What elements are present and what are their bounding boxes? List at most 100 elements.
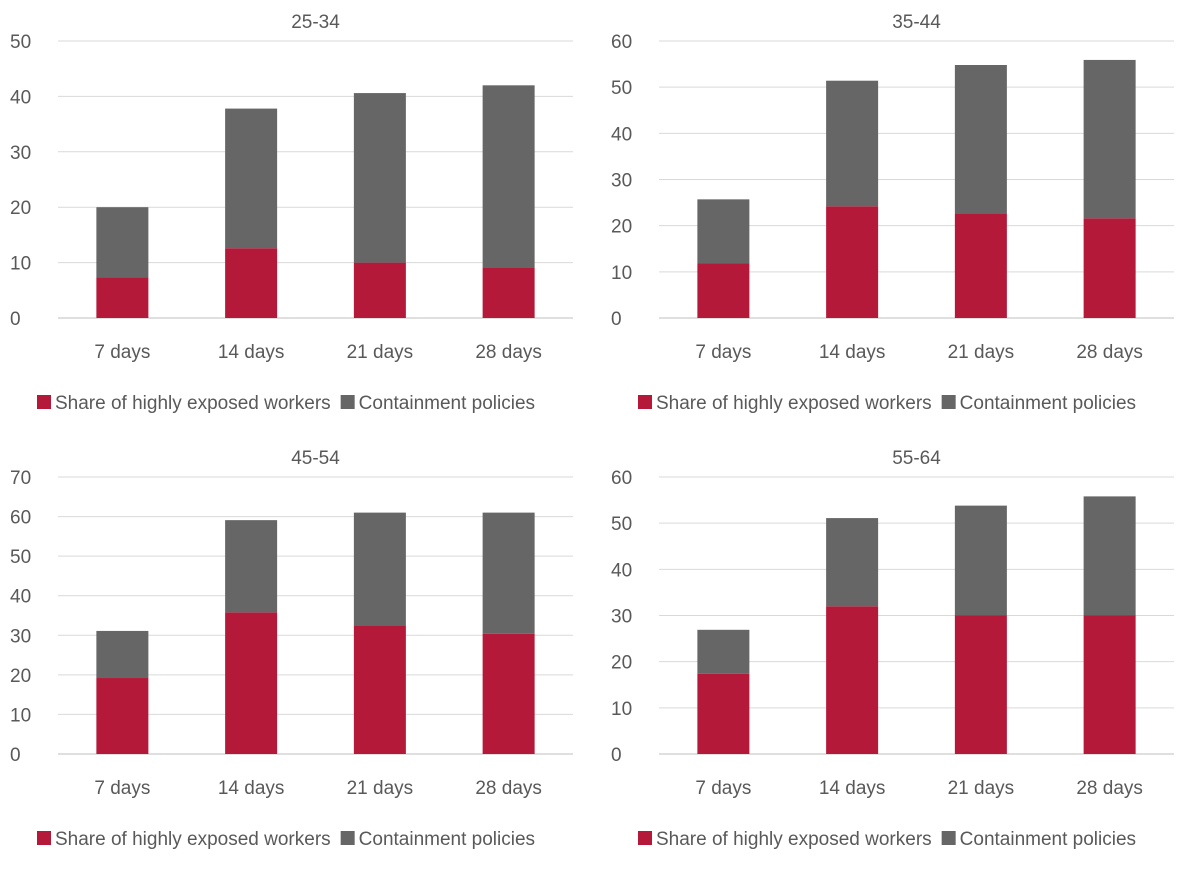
stacked-bar-chart: 35-44 0 10 20 30 40 50 60 7 days 14 days 21 days 28… bbox=[611, 12, 1174, 414]
legend-swatch bbox=[340, 395, 355, 409]
x-category-label: 14 days bbox=[218, 342, 285, 363]
x-category-label: 7 days bbox=[695, 778, 751, 799]
y-tick-label: 0 bbox=[611, 745, 622, 766]
bar-segment-exposed bbox=[482, 633, 535, 754]
y-tick-label: 40 bbox=[10, 587, 31, 608]
y-tick-label: 30 bbox=[611, 171, 632, 192]
bar-segment-containment bbox=[826, 80, 879, 207]
y-tick-label: 60 bbox=[10, 508, 31, 529]
y-tick-label: 20 bbox=[10, 666, 31, 687]
bar-segment-exposed bbox=[697, 673, 750, 754]
x-category-label: 28 days bbox=[1076, 342, 1143, 363]
bar-segment-containment bbox=[826, 518, 879, 607]
legend-swatch bbox=[941, 395, 956, 409]
x-category-label: 28 days bbox=[475, 342, 542, 363]
bar-segment-containment bbox=[225, 520, 278, 613]
stacked-bar-chart: 25-34 0 10 20 30 40 50 7 days 14 days 21 days 28 d… bbox=[10, 12, 573, 414]
chart-panel-2: 35-44 0 10 20 30 40 50 60 7 days 14 days 21 days 28… bbox=[601, 0, 1202, 435]
y-tick-label: 10 bbox=[10, 705, 31, 726]
y-tick-label: 50 bbox=[10, 32, 31, 53]
chart-panel-3: 45-54 0 10 20 30 40 50 60 70 7 days 14 days 21 days… bbox=[0, 436, 601, 871]
y-tick-label: 40 bbox=[10, 87, 31, 108]
x-category-label: 7 days bbox=[94, 342, 150, 363]
legend-label: Containment policies bbox=[960, 829, 1136, 850]
bar-segment-exposed bbox=[1083, 615, 1136, 754]
legend-swatch bbox=[638, 831, 652, 845]
y-tick-label: 50 bbox=[10, 547, 31, 568]
x-category-label: 28 days bbox=[1076, 778, 1143, 799]
y-tick-label: 20 bbox=[611, 653, 632, 674]
bar-segment-containment bbox=[1083, 496, 1136, 616]
legend-label: Share of highly exposed workers bbox=[656, 829, 932, 850]
y-tick-label: 60 bbox=[611, 32, 632, 53]
chart-panel-1: 25-34 0 10 20 30 40 50 7 days 14 days 21 days 28 d… bbox=[0, 0, 601, 435]
x-category-label: 21 days bbox=[347, 778, 414, 799]
legend-label: Containment policies bbox=[960, 393, 1136, 414]
x-category-label: 7 days bbox=[695, 342, 751, 363]
y-tick-label: 10 bbox=[611, 699, 632, 720]
x-category-label: 21 days bbox=[948, 778, 1015, 799]
y-tick-label: 30 bbox=[10, 143, 31, 164]
y-tick-label: 0 bbox=[10, 309, 21, 330]
bar-segment-exposed bbox=[697, 263, 750, 318]
chart-title: 55-64 bbox=[892, 448, 941, 469]
legend: Share of highly exposed workers Containme… bbox=[37, 393, 535, 414]
x-category-label: 14 days bbox=[218, 778, 285, 799]
bar-segment-exposed bbox=[826, 206, 879, 318]
bar-segment-containment bbox=[225, 108, 278, 249]
x-category-label: 7 days bbox=[94, 778, 150, 799]
bar-segment-exposed bbox=[96, 277, 149, 318]
bar-segment-containment bbox=[482, 512, 535, 634]
legend-label: Containment policies bbox=[359, 393, 535, 414]
legend-label: Share of highly exposed workers bbox=[55, 829, 331, 850]
chart-panel-4: 55-64 0 10 20 30 40 50 60 7 days 14 days 21 days 28… bbox=[601, 436, 1202, 871]
x-category-label: 14 days bbox=[819, 342, 886, 363]
bar-segment-exposed bbox=[225, 248, 278, 318]
chart-title: 25-34 bbox=[291, 12, 340, 33]
x-category-label: 21 days bbox=[948, 342, 1015, 363]
bar-segment-containment bbox=[353, 93, 406, 263]
bar-segment-exposed bbox=[353, 262, 406, 318]
legend-swatch bbox=[340, 831, 355, 845]
bar-segment-containment bbox=[697, 199, 750, 264]
y-tick-label: 0 bbox=[10, 745, 21, 766]
y-tick-label: 30 bbox=[611, 607, 632, 628]
y-tick-label: 20 bbox=[611, 217, 632, 238]
bar-segment-containment bbox=[697, 629, 750, 674]
bar-segment-exposed bbox=[954, 213, 1007, 318]
y-tick-label: 40 bbox=[611, 560, 632, 581]
chart-title: 35-44 bbox=[892, 12, 941, 33]
y-tick-label: 0 bbox=[611, 309, 622, 330]
y-tick-label: 50 bbox=[611, 514, 632, 535]
legend-swatch bbox=[37, 395, 51, 409]
bar-segment-containment bbox=[954, 65, 1007, 214]
chart-title: 45-54 bbox=[291, 448, 340, 469]
legend-label: Share of highly exposed workers bbox=[55, 393, 331, 414]
y-tick-label: 60 bbox=[611, 468, 632, 489]
legend: Share of highly exposed workers Containme… bbox=[638, 829, 1136, 850]
bar-segment-exposed bbox=[826, 606, 879, 754]
y-tick-label: 10 bbox=[10, 254, 31, 275]
y-tick-label: 70 bbox=[10, 468, 31, 489]
bar-segment-exposed bbox=[954, 615, 1007, 754]
legend-swatch bbox=[941, 831, 956, 845]
y-tick-label: 40 bbox=[611, 124, 632, 145]
bar-segment-containment bbox=[1083, 59, 1136, 219]
legend-swatch bbox=[37, 831, 51, 845]
bar-segment-containment bbox=[482, 85, 535, 268]
bar-segment-containment bbox=[954, 505, 1007, 616]
legend-swatch bbox=[638, 395, 652, 409]
y-tick-label: 50 bbox=[611, 78, 632, 99]
y-tick-label: 20 bbox=[10, 198, 31, 219]
bar-segment-containment bbox=[96, 207, 149, 278]
bar-segment-exposed bbox=[482, 267, 535, 318]
legend-label: Containment policies bbox=[359, 829, 535, 850]
bar-segment-exposed bbox=[225, 612, 278, 754]
bar-segment-exposed bbox=[96, 678, 149, 754]
stacked-bar-chart: 45-54 0 10 20 30 40 50 60 70 7 days 14 days 21 days… bbox=[10, 448, 573, 850]
x-category-label: 21 days bbox=[347, 342, 414, 363]
bar-segment-containment bbox=[96, 630, 149, 679]
x-category-label: 28 days bbox=[475, 778, 542, 799]
x-category-label: 14 days bbox=[819, 778, 886, 799]
bar-segment-exposed bbox=[353, 625, 406, 754]
